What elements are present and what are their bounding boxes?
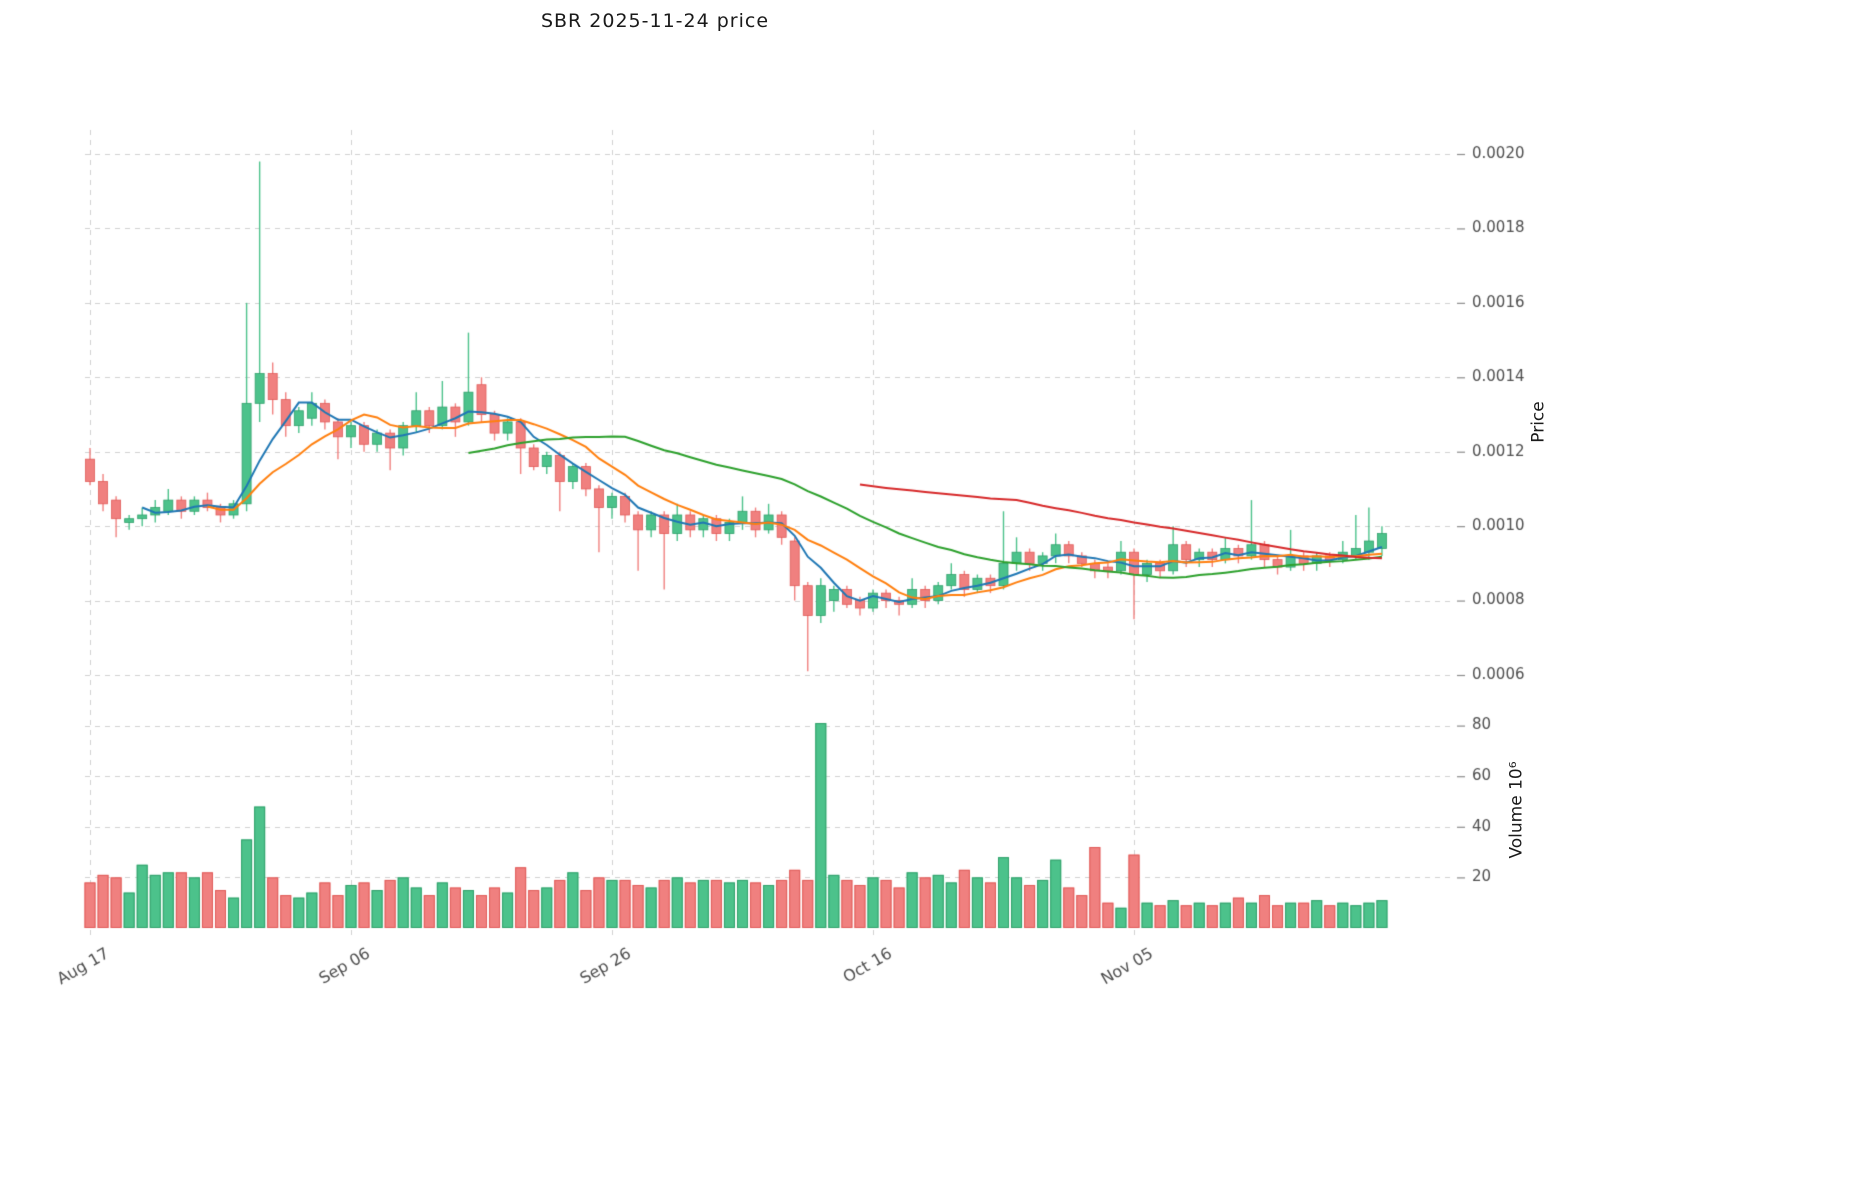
price-axis-label: Price — [1528, 401, 1549, 443]
volume-axis-label: Volume 10⁶ — [1506, 761, 1527, 859]
